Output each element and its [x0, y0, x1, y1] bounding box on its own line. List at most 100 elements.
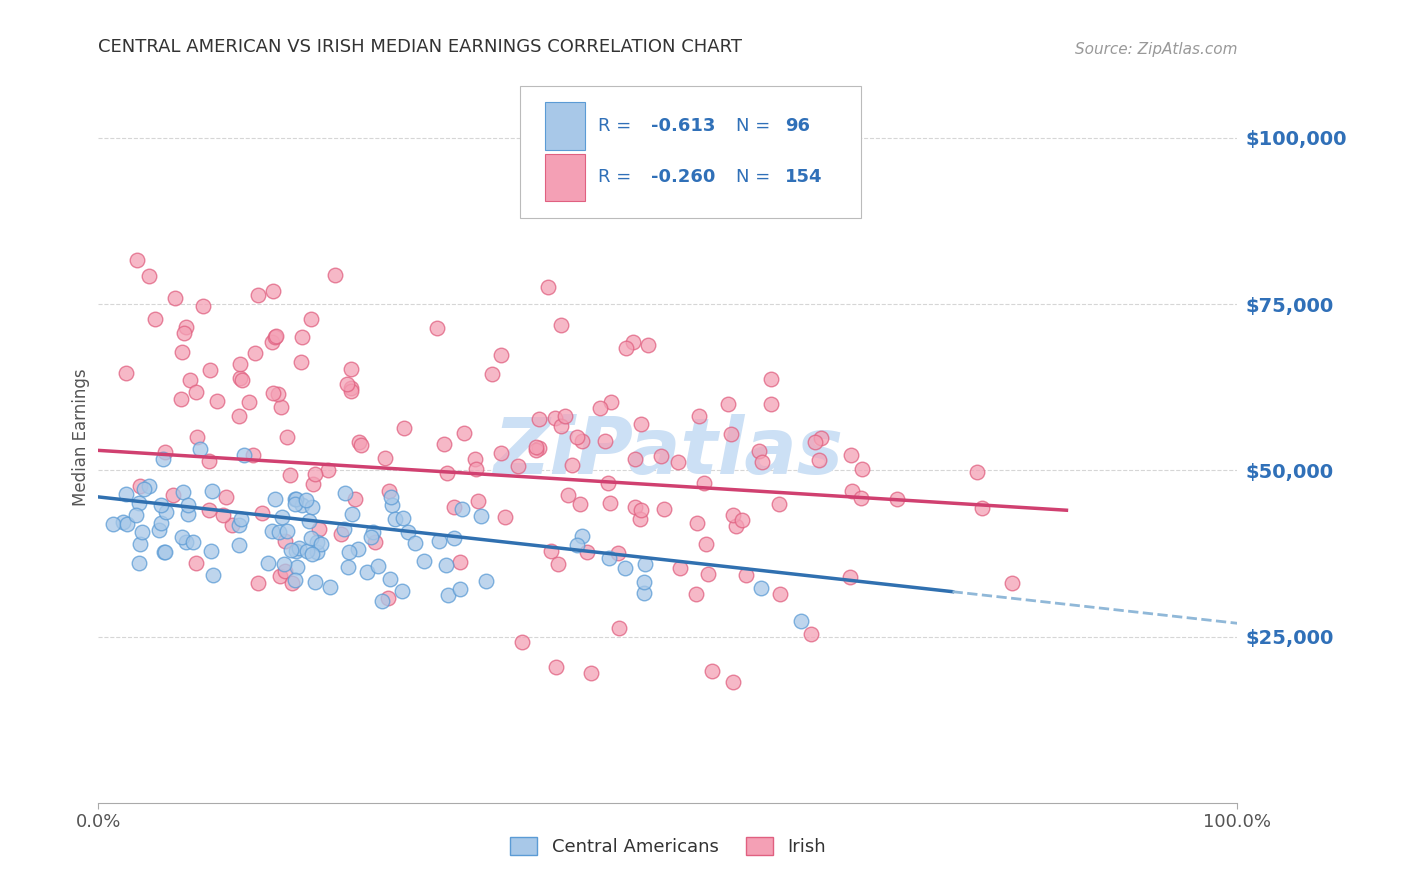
Point [340, 381, 363, 395]
Point [260, 334, 283, 349]
Point [769, 587, 792, 601]
Point [290, 330, 312, 344]
Point [470, 508, 492, 523]
Point [589, 401, 612, 415]
Point [138, 268, 160, 283]
Point [333, 486, 356, 500]
Point [128, 495, 150, 509]
Point [340, 362, 363, 376]
Point [650, 449, 672, 463]
Point [849, 491, 872, 505]
Point [550, 418, 572, 433]
Point [214, 490, 236, 504]
Point [404, 536, 426, 550]
Point [329, 526, 352, 541]
Point [593, 434, 616, 448]
Text: N =: N = [737, 117, 776, 136]
Point [276, 429, 298, 443]
Point [155, 445, 177, 459]
Point [546, 660, 568, 674]
Point [269, 524, 291, 539]
Point [150, 516, 173, 530]
Point [269, 569, 291, 583]
Text: R =: R = [599, 117, 637, 136]
Point [768, 497, 790, 511]
Point [349, 438, 371, 452]
Point [637, 338, 659, 352]
Point [284, 497, 307, 511]
Point [278, 467, 301, 482]
Point [128, 537, 150, 551]
Point [540, 544, 562, 558]
Point [184, 556, 207, 570]
Point [436, 466, 458, 480]
Point [228, 539, 250, 553]
Point [693, 476, 716, 491]
Point [571, 434, 593, 448]
Point [301, 312, 323, 326]
Point [381, 498, 404, 512]
Point [799, 627, 821, 641]
Point [571, 529, 593, 543]
Point [200, 544, 222, 558]
Point [131, 525, 153, 540]
Text: 154: 154 [785, 169, 823, 186]
Point [325, 268, 347, 282]
Point [599, 496, 621, 510]
Point [250, 507, 273, 521]
Point [284, 574, 307, 588]
Point [623, 452, 645, 467]
Point [337, 559, 360, 574]
Point [247, 288, 270, 302]
Point [285, 559, 308, 574]
Point [685, 516, 707, 530]
Point [451, 502, 474, 516]
Point [170, 392, 193, 406]
Point [229, 357, 252, 371]
Text: CENTRAL AMERICAN VS IRISH MEDIAN EARNINGS CORRELATION CHART: CENTRAL AMERICAN VS IRISH MEDIAN EARNING… [98, 38, 742, 56]
Point [437, 588, 460, 602]
Legend: Central Americans, Irish: Central Americans, Irish [503, 830, 832, 863]
Point [176, 534, 198, 549]
Point [697, 567, 720, 582]
Point [285, 491, 308, 506]
Point [614, 561, 637, 575]
Point [264, 492, 287, 507]
Point [231, 373, 253, 387]
Bar [546, 103, 585, 150]
Point [304, 575, 326, 590]
Point [302, 477, 325, 491]
Point [191, 300, 214, 314]
Point [343, 492, 366, 507]
Point [128, 479, 150, 493]
Point [449, 555, 471, 569]
Point [449, 582, 471, 596]
FancyBboxPatch shape [520, 86, 862, 218]
Point [761, 397, 783, 411]
Point [557, 488, 579, 502]
Point [547, 557, 569, 571]
Point [724, 519, 747, 533]
Point [633, 575, 655, 590]
Point [188, 442, 211, 457]
Point [266, 329, 288, 343]
Point [721, 674, 744, 689]
Point [367, 559, 389, 574]
Point [510, 635, 533, 649]
Point [262, 524, 284, 539]
Point [720, 426, 742, 441]
Point [280, 543, 302, 558]
Point [148, 523, 170, 537]
Point [628, 512, 651, 526]
Point [128, 556, 150, 570]
Point [177, 498, 200, 512]
Point [347, 542, 370, 557]
Point [124, 508, 146, 522]
Point [177, 507, 200, 521]
Point [630, 417, 652, 432]
Point [443, 500, 465, 514]
Point [212, 508, 235, 523]
Point [1001, 576, 1024, 591]
Point [467, 494, 489, 508]
Point [579, 666, 602, 681]
